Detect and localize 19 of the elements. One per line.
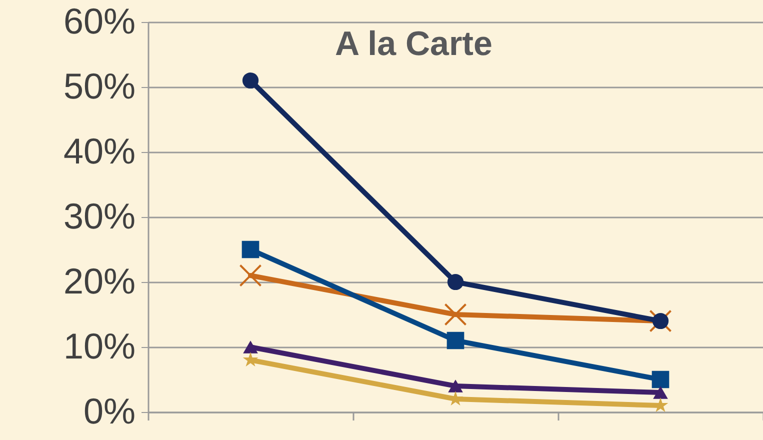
point [446,332,464,350]
y-tick-label: 50% [63,66,136,106]
y-tick-label: 60% [63,0,136,42]
point [239,264,262,287]
chart-title: A la Carte [334,25,492,63]
point [652,370,670,388]
y-tick-label: 0% [83,390,136,432]
y-tick-label: 10% [63,326,136,366]
point [444,303,467,326]
point [242,240,260,258]
point [653,386,668,399]
point [242,352,258,367]
y-tick-label: 40% [63,130,136,172]
point [448,380,463,392]
y-tick-label: 30% [63,196,136,236]
point [447,274,464,290]
y-tick-label: 20% [63,260,136,302]
point [242,72,259,89]
point [243,340,258,354]
